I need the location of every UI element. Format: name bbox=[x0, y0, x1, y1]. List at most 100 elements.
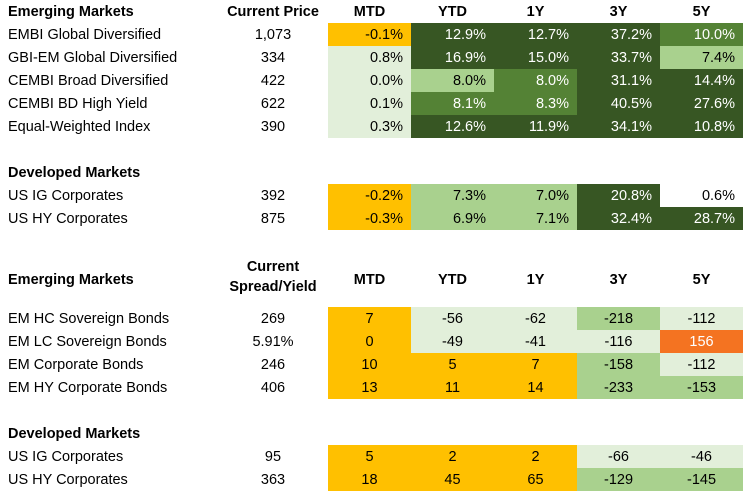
row-current-value: 390 bbox=[260, 118, 286, 135]
table-row: EMBI Global Diversified 1,073 -0.1% 12.9% 12… bbox=[0, 23, 752, 46]
metric-cell: 7.0% bbox=[494, 184, 577, 207]
row-current-value: 246 bbox=[260, 356, 286, 373]
metric-cell: 31.1% bbox=[577, 69, 660, 92]
table-row: EM HY Corporate Bonds 406 13 11 14 -233 -153 bbox=[0, 376, 752, 399]
metric-cell: -145 bbox=[660, 468, 743, 491]
table-row: CEMBI BD High Yield 622 0.1% 8.1% 8.3% 40.5% 2… bbox=[0, 92, 752, 115]
section-title: Developed Markets bbox=[8, 425, 141, 442]
section-title: Emerging Markets bbox=[8, 271, 134, 288]
metric-cell: -158 bbox=[577, 353, 660, 376]
metric-cell: 2 bbox=[494, 445, 577, 468]
row-current-value: 5.91% bbox=[252, 333, 294, 350]
metric-cell: -62 bbox=[494, 307, 577, 330]
metric-cell: 34.1% bbox=[577, 115, 660, 138]
section-title: Emerging Markets bbox=[8, 3, 134, 20]
metric-cell: 5 bbox=[328, 445, 411, 468]
metric-cell: 8.0% bbox=[411, 69, 494, 92]
row-name: US IG Corporates bbox=[8, 187, 124, 204]
row-current-value: 622 bbox=[260, 95, 286, 112]
column-header: 1Y bbox=[526, 3, 545, 20]
row-name: US IG Corporates bbox=[8, 448, 124, 465]
section1-header: Emerging Markets Current Price MTD YTD 1Y 3Y 5… bbox=[0, 0, 752, 23]
section2-header: Developed Markets bbox=[0, 161, 752, 184]
column-header: 5Y bbox=[692, 271, 711, 288]
metric-cell: 45 bbox=[411, 468, 494, 491]
section4-header: Developed Markets bbox=[0, 422, 752, 445]
row-current-value: 1,073 bbox=[254, 26, 292, 43]
row-current-value: 363 bbox=[260, 471, 286, 488]
metric-cell: 7.1% bbox=[494, 207, 577, 230]
column-header: 3Y bbox=[609, 271, 628, 288]
metric-cell: 14.4% bbox=[660, 69, 743, 92]
metric-cell: 16.9% bbox=[411, 46, 494, 69]
metric-cell: 7.3% bbox=[411, 184, 494, 207]
column-header: YTD bbox=[438, 271, 467, 288]
metric-cell: -66 bbox=[577, 445, 660, 468]
metric-cell: -112 bbox=[660, 353, 743, 376]
price-header-line: Current bbox=[246, 259, 300, 275]
column-header: 5Y bbox=[692, 3, 711, 20]
metric-cell: 12.6% bbox=[411, 115, 494, 138]
metric-cell: 5 bbox=[411, 353, 494, 376]
table-row: US HY Corporates 875 -0.3% 6.9% 7.1% 32.4% 28.… bbox=[0, 207, 752, 230]
row-name: CEMBI Broad Diversified bbox=[8, 72, 169, 89]
metric-cell: 10.0% bbox=[660, 23, 743, 46]
row-name: EMBI Global Diversified bbox=[8, 26, 162, 43]
table-row: Equal-Weighted Index 390 0.3% 12.6% 11.9% 34.… bbox=[0, 115, 752, 138]
metric-cell: -0.3% bbox=[328, 207, 411, 230]
metric-cell: 15.0% bbox=[494, 46, 577, 69]
metric-cell: 0.3% bbox=[328, 115, 411, 138]
row-name: CEMBI BD High Yield bbox=[8, 95, 148, 112]
metric-cell: -41 bbox=[494, 330, 577, 353]
metric-cell: -218 bbox=[577, 307, 660, 330]
section3-header: Emerging Markets Current Spread/Yield MTD YT… bbox=[0, 259, 752, 295]
metric-cell: 28.7% bbox=[660, 207, 743, 230]
metric-cell: 0.0% bbox=[328, 69, 411, 92]
table-row: GBI-EM Global Diversified 334 0.8% 16.9% 15.… bbox=[0, 46, 752, 69]
metric-cell: -0.2% bbox=[328, 184, 411, 207]
price-header: Current Price bbox=[227, 3, 319, 20]
row-current-value: 392 bbox=[260, 187, 286, 204]
column-header: 3Y bbox=[609, 3, 628, 20]
metric-cell: 20.8% bbox=[577, 184, 660, 207]
metric-cell: 2 bbox=[411, 445, 494, 468]
metric-cell: 10.8% bbox=[660, 115, 743, 138]
row-name: EM HY Corporate Bonds bbox=[8, 379, 168, 396]
row-current-value: 875 bbox=[260, 210, 286, 227]
row-name: EM Corporate Bonds bbox=[8, 356, 144, 373]
row-current-value: 422 bbox=[260, 72, 286, 89]
row-name: GBI-EM Global Diversified bbox=[8, 49, 178, 66]
table-row: CEMBI Broad Diversified 422 0.0% 8.0% 8.0% 31… bbox=[0, 69, 752, 92]
metric-cell: 27.6% bbox=[660, 92, 743, 115]
table-row: US IG Corporates 392 -0.2% 7.3% 7.0% 20.8% 0.6… bbox=[0, 184, 752, 207]
metric-cell: 11.9% bbox=[494, 115, 577, 138]
metric-cell: -0.1% bbox=[328, 23, 411, 46]
metric-cell: 13 bbox=[328, 376, 411, 399]
metric-cell: 37.2% bbox=[577, 23, 660, 46]
metric-cell: 12.9% bbox=[411, 23, 494, 46]
row-name: US HY Corporates bbox=[8, 210, 128, 227]
price-header-line: Spread/Yield bbox=[229, 279, 317, 295]
metric-cell: -49 bbox=[411, 330, 494, 353]
row-current-value: 95 bbox=[264, 448, 282, 465]
metric-cell: -46 bbox=[660, 445, 743, 468]
metric-cell: 8.3% bbox=[494, 92, 577, 115]
metric-cell: 8.0% bbox=[494, 69, 577, 92]
metric-cell: -153 bbox=[660, 376, 743, 399]
row-name: EM LC Sovereign Bonds bbox=[8, 333, 167, 350]
metric-cell: 14 bbox=[494, 376, 577, 399]
metric-cell: 11 bbox=[411, 376, 494, 399]
metric-cell: 0.1% bbox=[328, 92, 411, 115]
metric-cell: 32.4% bbox=[577, 207, 660, 230]
metric-cell: 156 bbox=[660, 330, 743, 353]
metric-cell: 10 bbox=[328, 353, 411, 376]
metric-cell: 0.6% bbox=[660, 184, 743, 207]
metric-cell: 8.1% bbox=[411, 92, 494, 115]
column-header: 1Y bbox=[526, 271, 545, 288]
table-row: EM Corporate Bonds 246 10 5 7 -158 -112 bbox=[0, 353, 752, 376]
metric-cell: 65 bbox=[494, 468, 577, 491]
metric-cell: 7 bbox=[328, 307, 411, 330]
table-row: US IG Corporates 95 5 2 2 -66 -46 bbox=[0, 445, 752, 468]
column-header: YTD bbox=[438, 3, 467, 20]
metric-cell: 6.9% bbox=[411, 207, 494, 230]
